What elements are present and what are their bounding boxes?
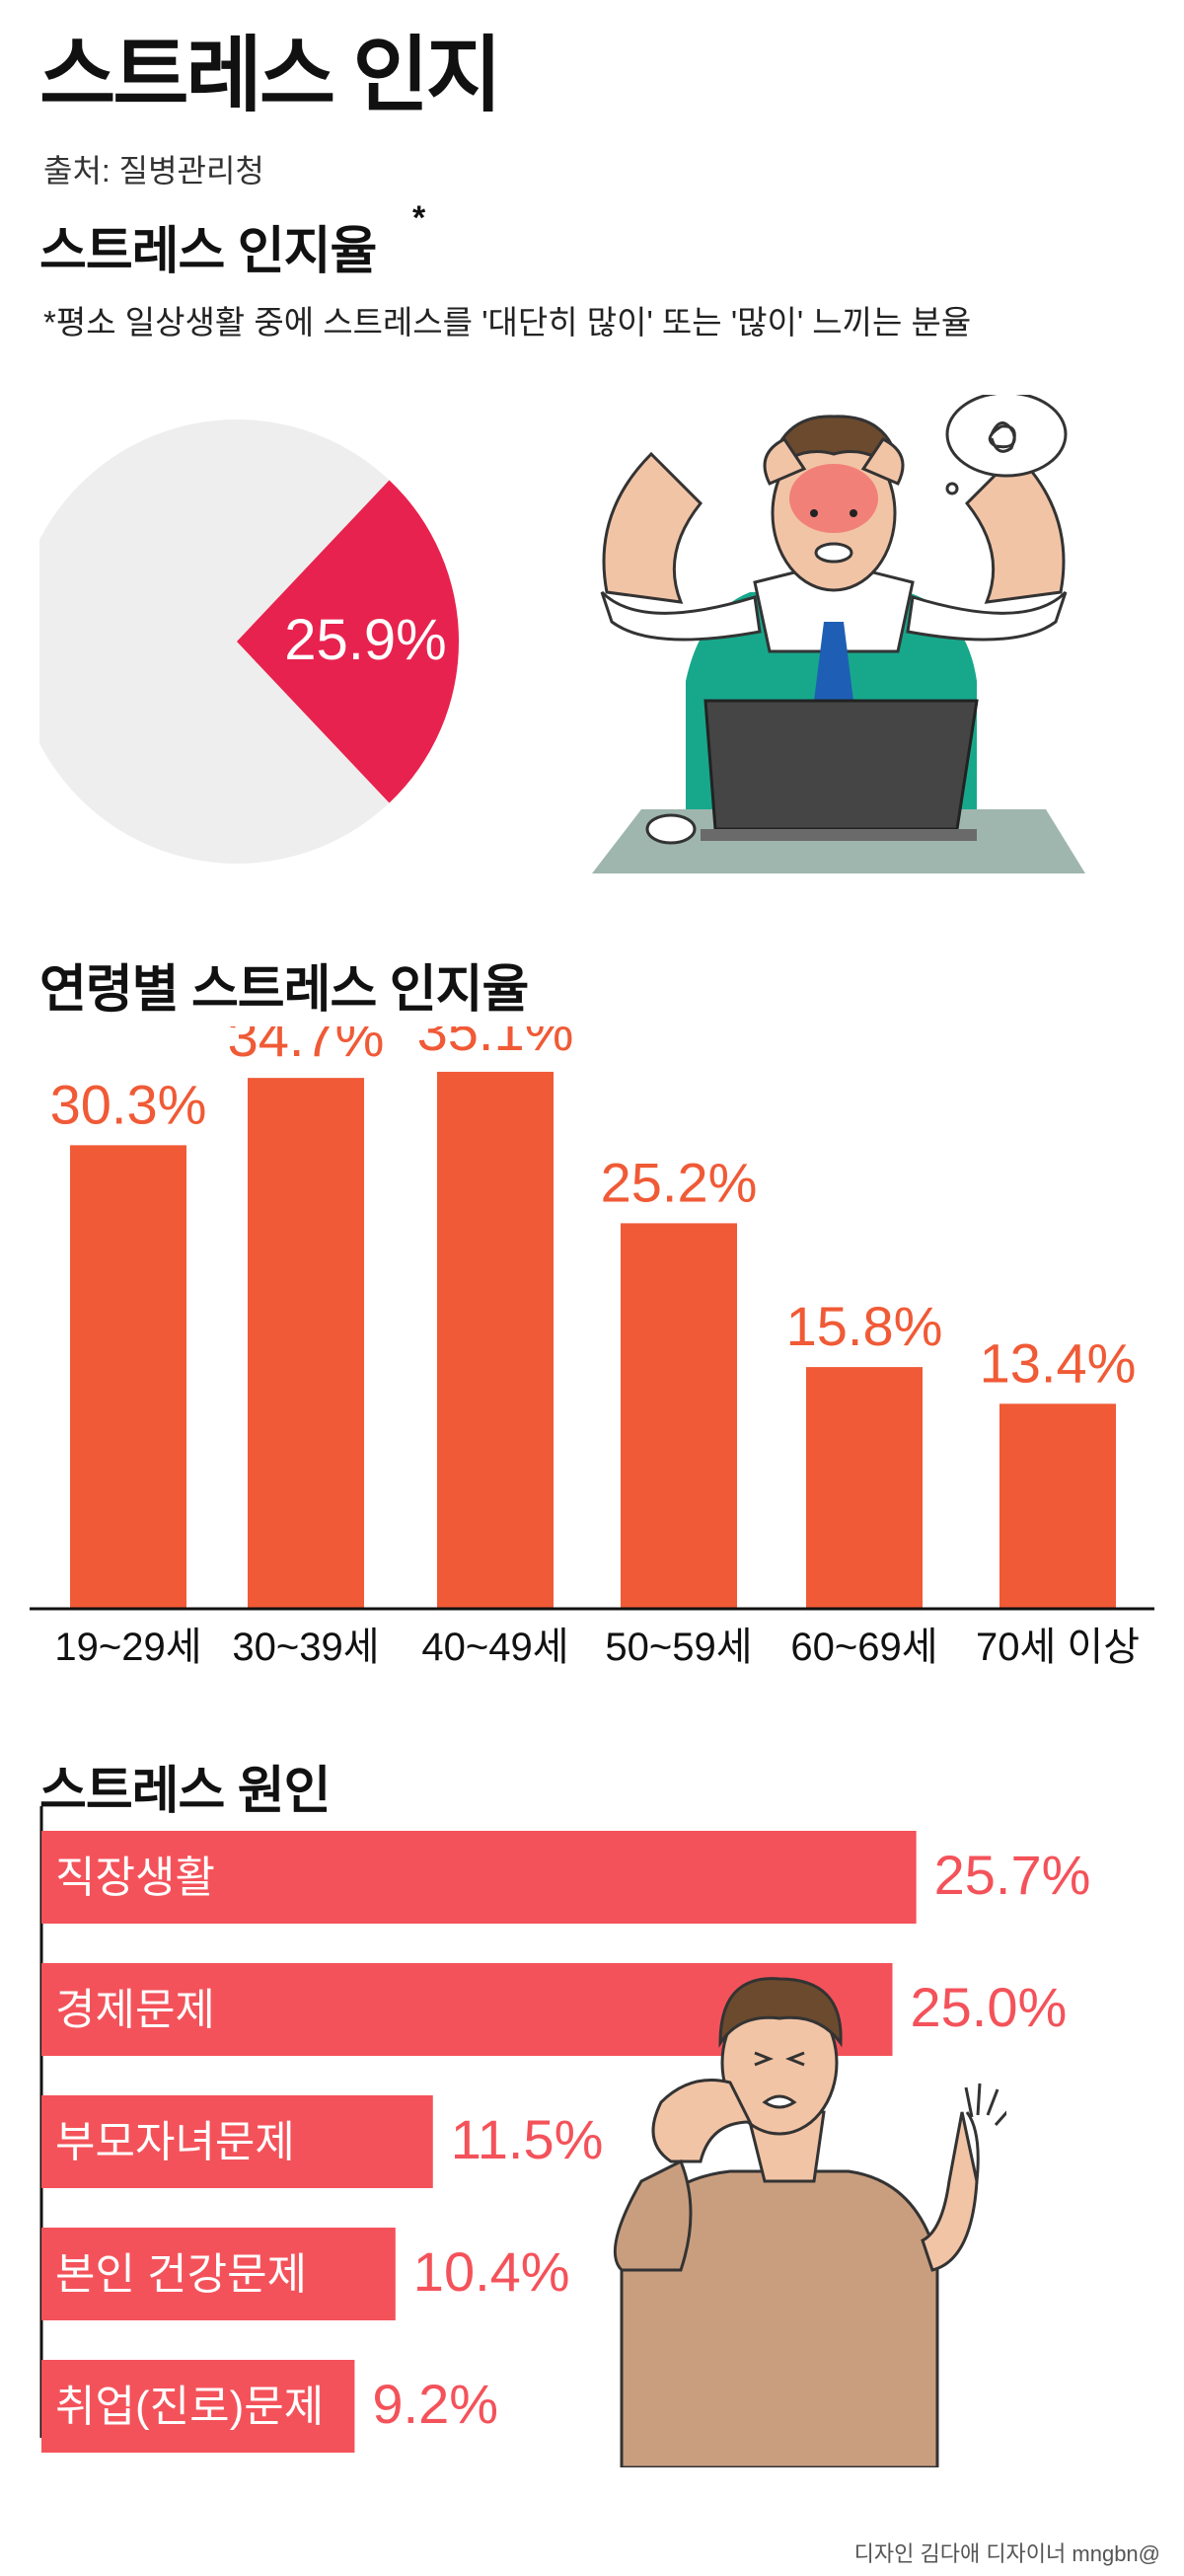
- age-category-label: 70세 이상: [976, 1626, 1140, 1669]
- cause-category-label: 경제문제: [55, 1986, 215, 2034]
- hand-icon: [964, 2083, 1006, 2126]
- age-bar-value-label: 34.7%: [228, 1026, 385, 1068]
- age-bar: [621, 1223, 737, 1609]
- pie-footnote: *평소 일상생활 중에 스트레스를 '대단히 많이' 또는 '많이' 느끼는 분…: [43, 304, 972, 341]
- cause-category-label: 직장생활: [55, 1854, 215, 1902]
- pie-chart: 25.9%: [39, 419, 460, 864]
- age-category-label: 60~69세: [790, 1626, 937, 1669]
- cause-category-label: 부모자녀문제: [55, 2118, 295, 2166]
- cause-category-label: 취업(진로)문제: [55, 2383, 324, 2431]
- footnote-mark: *: [412, 199, 426, 237]
- cause-bar-value-label: 11.5%: [451, 2108, 604, 2170]
- left-arm-icon: [602, 451, 703, 604]
- age-bar: [437, 1071, 554, 1609]
- cause-bar: [41, 1831, 917, 1924]
- age-bar-value-label: 30.3%: [50, 1073, 207, 1135]
- pie-slice-label: 25.9%: [284, 608, 446, 672]
- cause-chart-title: 스트레스 원인: [39, 1763, 331, 1820]
- age-bar: [999, 1403, 1116, 1609]
- age-bar: [806, 1367, 923, 1609]
- cause-bar: [41, 2228, 396, 2320]
- stressed-worker-illustration: [592, 395, 1085, 873]
- cause-category-label: 본인 건강문제: [55, 2250, 307, 2299]
- cause-bar-value-label: 10.4%: [413, 2240, 570, 2303]
- age-category-label: 40~49세: [421, 1626, 568, 1669]
- cause-bar-value-label: 25.7%: [934, 1844, 1091, 1906]
- hand-on-neck-icon: [651, 2079, 753, 2163]
- design-credit: 디자인 김다애 디자이너 mngbn@: [853, 2541, 1160, 2566]
- hair-icon-2: [718, 1977, 843, 2048]
- cause-bar-value-label: 9.2%: [372, 2373, 498, 2435]
- necktie-icon: [814, 622, 853, 720]
- cause-bar: [41, 2360, 355, 2453]
- mouse-icon: [645, 813, 697, 845]
- cause-bar-value-label: 25.0%: [911, 1976, 1068, 2038]
- scribble-icon: [988, 421, 1016, 453]
- age-category-label: 30~39세: [232, 1626, 379, 1669]
- age-category-label: 19~29세: [54, 1626, 201, 1669]
- cause-bar: [41, 2095, 433, 2188]
- age-bar: [248, 1078, 364, 1609]
- laptop-icon: [703, 699, 979, 831]
- raised-arm-icon: [921, 2111, 979, 2272]
- cause-bar-chart: 직장생활 25.7% 경제문제 25.0% 부모자녀문제 11.5% 본인 건강문제 10.4…: [39, 1806, 1091, 2453]
- age-category-label: 50~59세: [605, 1626, 752, 1669]
- pie-chart-title: 스트레스 인지율: [39, 223, 377, 280]
- age-bar-value-label: 13.4%: [980, 1331, 1137, 1394]
- man-in-pain-illustration: [613, 1977, 1006, 2467]
- age-chart-title: 연령별 스트레스 인지율: [39, 961, 529, 1019]
- source-note: 출처: 질병관리청: [43, 153, 264, 189]
- age-bar-value-label: 25.2%: [601, 1151, 758, 1213]
- age-bar-chart: 30.3% 19~29세 34.7% 30~39세 35.1% 40~49세 25.2% 50…: [30, 1026, 1154, 1669]
- page-title: 스트레스 인지: [39, 29, 502, 121]
- age-bar-value-label: 15.8%: [786, 1295, 943, 1357]
- age-bar: [70, 1145, 186, 1609]
- pie-slice-value: [237, 480, 460, 803]
- age-bar-value-label: 35.1%: [417, 1026, 574, 1062]
- thought-bubble-icon: [945, 395, 1068, 478]
